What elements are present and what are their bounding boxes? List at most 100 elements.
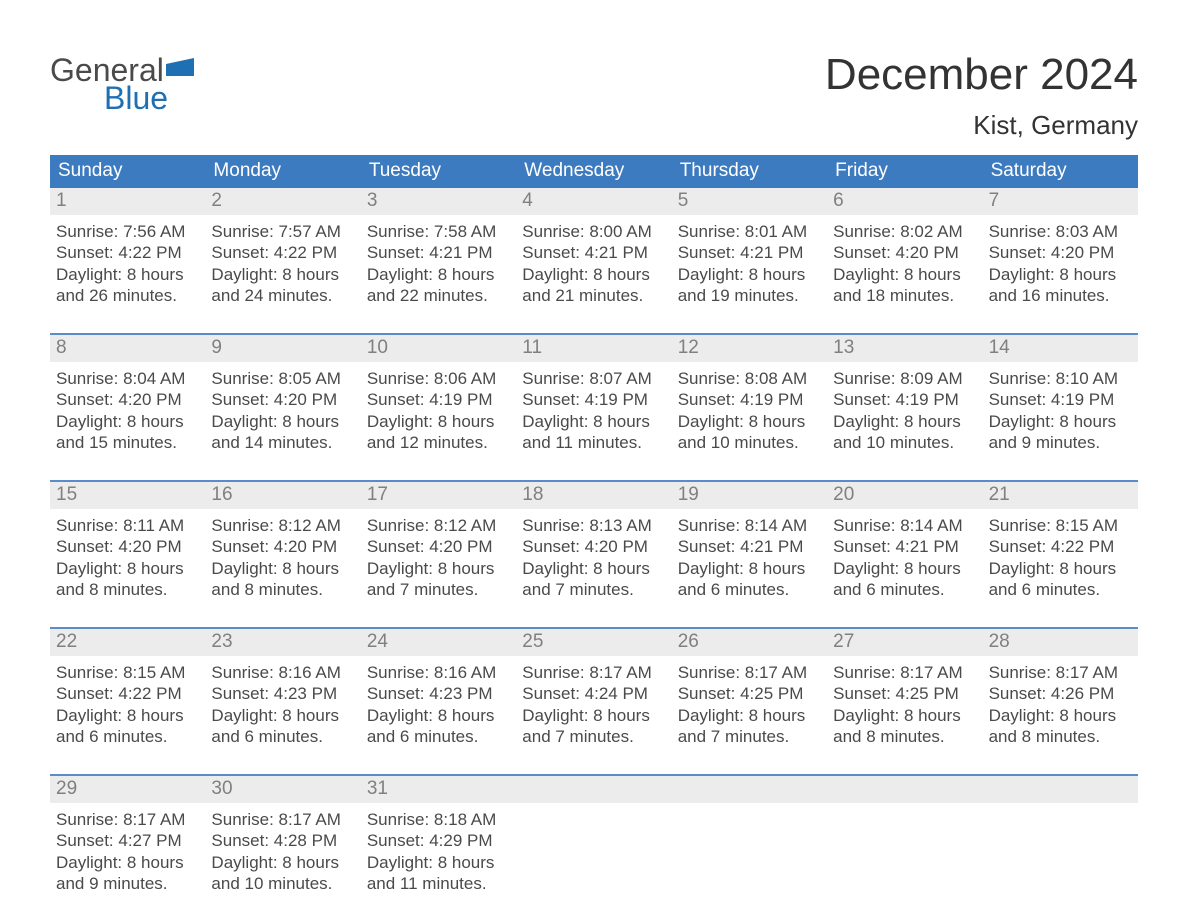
sunset-text: Sunset: 4:19 PM (989, 389, 1132, 410)
dow-label: Thursday (672, 155, 827, 188)
daylight-text: and 8 minutes. (211, 579, 354, 600)
sunset-text: Sunset: 4:20 PM (211, 389, 354, 410)
daylight-text: Daylight: 8 hours (56, 411, 199, 432)
sunset-text: Sunset: 4:23 PM (211, 683, 354, 704)
calendar-cell: Sunrise: 8:18 AMSunset: 4:29 PMDaylight:… (361, 803, 516, 903)
sunrise-text: Sunrise: 8:14 AM (833, 515, 976, 536)
sunrise-text: Sunrise: 8:17 AM (522, 662, 665, 683)
sunrise-text: Sunrise: 8:17 AM (211, 809, 354, 830)
daylight-text: and 10 minutes. (211, 873, 354, 894)
sunrise-text: Sunrise: 7:58 AM (367, 221, 510, 242)
daylight-text: Daylight: 8 hours (367, 558, 510, 579)
calendar-cell (516, 803, 671, 903)
daylight-text: and 11 minutes. (522, 432, 665, 453)
day-number: 6 (827, 188, 982, 215)
calendar-cell: Sunrise: 8:03 AMSunset: 4:20 PMDaylight:… (983, 215, 1138, 315)
sunrise-text: Sunrise: 8:05 AM (211, 368, 354, 389)
sunrise-text: Sunrise: 8:12 AM (367, 515, 510, 536)
calendar-cell: Sunrise: 8:16 AMSunset: 4:23 PMDaylight:… (205, 656, 360, 756)
daylight-text: Daylight: 8 hours (678, 264, 821, 285)
sunset-text: Sunset: 4:22 PM (56, 242, 199, 263)
sunrise-text: Sunrise: 8:11 AM (56, 515, 199, 536)
calendar-cell: Sunrise: 8:13 AMSunset: 4:20 PMDaylight:… (516, 509, 671, 609)
calendar-cell: Sunrise: 8:17 AMSunset: 4:27 PMDaylight:… (50, 803, 205, 903)
calendar-cell: Sunrise: 8:12 AMSunset: 4:20 PMDaylight:… (361, 509, 516, 609)
sunset-text: Sunset: 4:21 PM (678, 242, 821, 263)
sunset-text: Sunset: 4:25 PM (833, 683, 976, 704)
daylight-text: and 12 minutes. (367, 432, 510, 453)
calendar-cell: Sunrise: 8:14 AMSunset: 4:21 PMDaylight:… (827, 509, 982, 609)
sunset-text: Sunset: 4:20 PM (989, 242, 1132, 263)
daylight-text: Daylight: 8 hours (833, 558, 976, 579)
sunset-text: Sunset: 4:19 PM (678, 389, 821, 410)
sunrise-text: Sunrise: 8:17 AM (56, 809, 199, 830)
sunrise-text: Sunrise: 8:10 AM (989, 368, 1132, 389)
sunset-text: Sunset: 4:25 PM (678, 683, 821, 704)
calendar-cell: Sunrise: 8:04 AMSunset: 4:20 PMDaylight:… (50, 362, 205, 462)
day-number: 10 (361, 335, 516, 362)
sunrise-text: Sunrise: 8:16 AM (211, 662, 354, 683)
daylight-text: Daylight: 8 hours (56, 705, 199, 726)
sunrise-text: Sunrise: 8:17 AM (833, 662, 976, 683)
day-number: 4 (516, 188, 671, 215)
dow-label: Sunday (50, 155, 205, 188)
day-number: 14 (983, 335, 1138, 362)
daylight-text: and 19 minutes. (678, 285, 821, 306)
page-title: December 2024 (825, 50, 1138, 100)
dow-label: Wednesday (516, 155, 671, 188)
sunset-text: Sunset: 4:21 PM (833, 536, 976, 557)
daylight-text: Daylight: 8 hours (833, 705, 976, 726)
daylight-text: Daylight: 8 hours (522, 264, 665, 285)
calendar-cell: Sunrise: 8:01 AMSunset: 4:21 PMDaylight:… (672, 215, 827, 315)
daylight-text: Daylight: 8 hours (211, 411, 354, 432)
calendar-cell: Sunrise: 8:11 AMSunset: 4:20 PMDaylight:… (50, 509, 205, 609)
daylight-text: Daylight: 8 hours (678, 558, 821, 579)
daylight-text: Daylight: 8 hours (833, 264, 976, 285)
day-number: 17 (361, 482, 516, 509)
sunrise-text: Sunrise: 8:16 AM (367, 662, 510, 683)
day-number (827, 776, 982, 803)
daylight-text: Daylight: 8 hours (56, 558, 199, 579)
sunrise-text: Sunrise: 8:07 AM (522, 368, 665, 389)
day-number: 18 (516, 482, 671, 509)
calendar-cell: Sunrise: 8:17 AMSunset: 4:28 PMDaylight:… (205, 803, 360, 903)
calendar-cell: Sunrise: 8:09 AMSunset: 4:19 PMDaylight:… (827, 362, 982, 462)
day-number: 25 (516, 629, 671, 656)
sunrise-text: Sunrise: 7:57 AM (211, 221, 354, 242)
calendar-week: 1234567Sunrise: 7:56 AMSunset: 4:22 PMDa… (50, 188, 1138, 315)
calendar-week: 22232425262728Sunrise: 8:15 AMSunset: 4:… (50, 627, 1138, 756)
day-number: 22 (50, 629, 205, 656)
calendar-cell: Sunrise: 8:12 AMSunset: 4:20 PMDaylight:… (205, 509, 360, 609)
sunrise-text: Sunrise: 8:15 AM (989, 515, 1132, 536)
daylight-text: and 16 minutes. (989, 285, 1132, 306)
day-number: 7 (983, 188, 1138, 215)
daynum-bar: 15161718192021 (50, 482, 1138, 509)
daynum-bar: 293031 (50, 776, 1138, 803)
daylight-text: and 8 minutes. (833, 726, 976, 747)
calendar-cell: Sunrise: 8:05 AMSunset: 4:20 PMDaylight:… (205, 362, 360, 462)
sunset-text: Sunset: 4:21 PM (522, 242, 665, 263)
calendar-cell: Sunrise: 8:06 AMSunset: 4:19 PMDaylight:… (361, 362, 516, 462)
sunrise-text: Sunrise: 8:01 AM (678, 221, 821, 242)
sunrise-text: Sunrise: 8:00 AM (522, 221, 665, 242)
calendar-week: 15161718192021Sunrise: 8:11 AMSunset: 4:… (50, 480, 1138, 609)
daylight-text: and 7 minutes. (678, 726, 821, 747)
day-number: 27 (827, 629, 982, 656)
title-block: December 2024 Kist, Germany (825, 50, 1138, 141)
daylight-text: and 6 minutes. (367, 726, 510, 747)
sunset-text: Sunset: 4:20 PM (367, 536, 510, 557)
day-number: 26 (672, 629, 827, 656)
day-of-week-header: SundayMondayTuesdayWednesdayThursdayFrid… (50, 155, 1138, 188)
daylight-text: Daylight: 8 hours (211, 852, 354, 873)
day-number: 16 (205, 482, 360, 509)
calendar-cell: Sunrise: 7:56 AMSunset: 4:22 PMDaylight:… (50, 215, 205, 315)
daylight-text: and 7 minutes. (522, 579, 665, 600)
daylight-text: Daylight: 8 hours (522, 705, 665, 726)
sunrise-text: Sunrise: 8:18 AM (367, 809, 510, 830)
sunset-text: Sunset: 4:27 PM (56, 830, 199, 851)
daylight-text: and 8 minutes. (989, 726, 1132, 747)
calendar-week: 293031Sunrise: 8:17 AMSunset: 4:27 PMDay… (50, 774, 1138, 903)
day-number: 3 (361, 188, 516, 215)
sunset-text: Sunset: 4:21 PM (367, 242, 510, 263)
daylight-text: Daylight: 8 hours (211, 558, 354, 579)
